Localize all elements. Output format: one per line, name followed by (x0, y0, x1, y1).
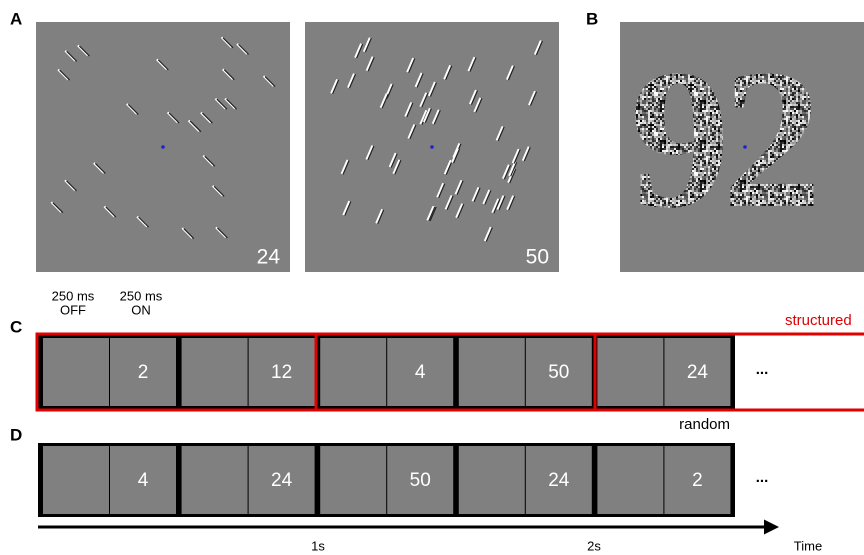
blank-frame (43, 446, 109, 514)
numerosity-label: 2 (138, 362, 149, 383)
blank-frame (459, 338, 525, 406)
timing-label: ON (131, 302, 151, 317)
timing-label: 250 ms (52, 288, 95, 303)
blank-frame (182, 338, 248, 406)
fixation-dot (430, 145, 434, 149)
ellipsis: ... (756, 361, 769, 378)
page: {"panel_a": {"label": "A", "images": [{"… (0, 0, 864, 555)
numerosity-label: 50 (526, 246, 549, 269)
sequence-label: random (679, 416, 730, 433)
time-tick-label: 1s (311, 538, 325, 553)
fixation-dot (743, 145, 747, 149)
numerosity-label: 24 (257, 246, 281, 269)
numerosity-label: 12 (271, 362, 292, 383)
ellipsis: ... (756, 469, 769, 486)
panel-label: B (586, 9, 598, 28)
digit-stimulus: 92 (630, 29, 814, 250)
blank-frame (320, 338, 386, 406)
blank-frame (597, 446, 663, 514)
blank-frame (597, 338, 663, 406)
numerosity-label: 24 (687, 362, 709, 383)
numerosity-label: 4 (138, 470, 149, 491)
fixation-dot (161, 145, 165, 149)
numerosity-label: 24 (548, 470, 570, 491)
sequence-label: structured (785, 312, 852, 329)
figure: A B C D 245092250 msOFF250 msON21245024.… (0, 0, 864, 555)
numerosity-label: 24 (271, 470, 293, 491)
blank-frame (182, 446, 248, 514)
numerosity-label: 50 (410, 470, 431, 491)
numerosity-label: 50 (548, 362, 569, 383)
blank-frame (320, 446, 386, 514)
blank-frame (459, 446, 525, 514)
timing-label: OFF (60, 302, 86, 317)
panel-label: C (10, 317, 22, 336)
blank-frame (43, 338, 109, 406)
time-tick-label: 2s (587, 538, 601, 553)
time-axis-label: Time (794, 538, 822, 553)
numerosity-label: 4 (415, 362, 426, 383)
panel-label: D (10, 425, 22, 444)
numerosity-label: 2 (692, 470, 703, 491)
panel-label: A (10, 9, 22, 28)
timing-label: 250 ms (120, 288, 163, 303)
